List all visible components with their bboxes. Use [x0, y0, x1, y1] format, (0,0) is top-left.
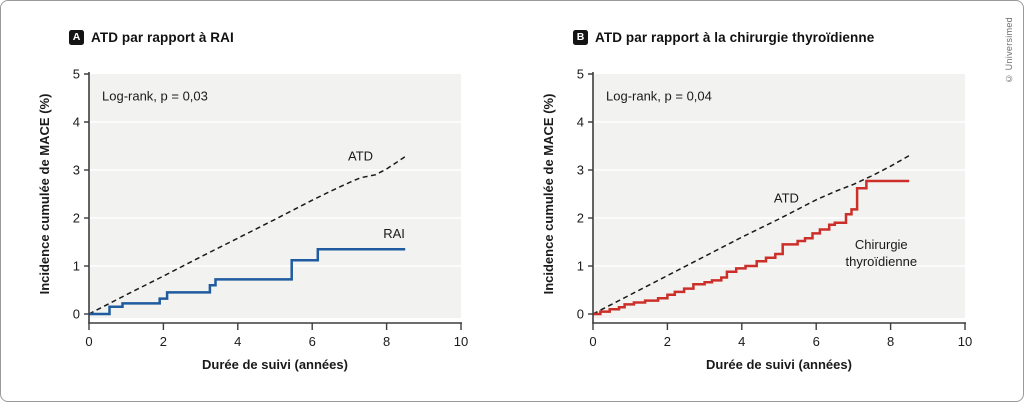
panel-b-title-text: ATD par rapport à la chirurgie thyroïdie… — [595, 30, 875, 45]
series-line-atd — [88, 155, 406, 315]
panel-b-title: B ATD par rapport à la chirurgie thyroïd… — [573, 30, 874, 45]
tick-label-y: 3 — [73, 163, 80, 178]
tick-label-x: 6 — [309, 334, 316, 349]
tick-label-y: 2 — [73, 211, 80, 226]
tick-label-y: 5 — [73, 67, 80, 82]
plot-background — [593, 74, 965, 318]
series-line-atd — [592, 154, 910, 315]
copyright-credit: © Universimed — [1004, 17, 1014, 84]
series-label: ATD — [774, 191, 799, 206]
series-label: Chirurgie — [855, 237, 908, 252]
tick-label-x: 4 — [738, 334, 745, 349]
tick-label-x: 6 — [813, 334, 820, 349]
chart-panel-a: 0 1 2 3 4 5 0 2 4 6 8 10 Log-rank, p = 0,03 Durée de … — [37, 67, 468, 373]
tick-label-y: 3 — [577, 163, 584, 178]
panel-b-badge: B — [573, 30, 588, 45]
tick-label-x: 8 — [383, 334, 390, 349]
tick-label-y: 5 — [577, 67, 584, 82]
series-label: thyroïdienne — [846, 254, 918, 269]
panel-a-title: A ATD par rapport à RAI — [69, 30, 234, 45]
tick-label-x: 2 — [664, 334, 671, 349]
stat-label: Log-rank, p = 0,04 — [606, 88, 712, 103]
tick-label-y: 4 — [577, 115, 584, 130]
series-line-chirurgie-thyro-dienne — [593, 179, 910, 316]
tick-label-x: 10 — [958, 334, 972, 349]
series-label: ATD — [348, 148, 373, 163]
series-label: RAI — [383, 226, 405, 241]
chart-panel-b: 0 1 2 3 4 5 0 2 4 6 8 10 Log-rank, p = 0,04 Durée de … — [541, 67, 972, 373]
tick-label-y: 1 — [577, 259, 584, 274]
tick-label-x: 4 — [234, 334, 241, 349]
tick-label-x: 2 — [160, 334, 167, 349]
tick-label-y: 2 — [577, 211, 584, 226]
series-line-rai — [89, 247, 406, 316]
panel-a-title-text: ATD par rapport à RAI — [91, 30, 234, 45]
panel-a-badge: A — [69, 30, 84, 45]
tick-label-x: 0 — [589, 334, 596, 349]
tick-label-y: 1 — [73, 259, 80, 274]
axis-title-y: Incidence cumulée de MACE (%) — [37, 94, 52, 295]
axis-title-x: Durée de suivi (années) — [202, 357, 348, 372]
axis-title-x: Durée de suivi (années) — [706, 357, 852, 372]
tick-label-y: 4 — [73, 115, 80, 130]
tick-label-y: 0 — [73, 307, 80, 322]
axis-title-y: Incidence cumulée de MACE (%) — [541, 94, 556, 295]
stat-label: Log-rank, p = 0,03 — [102, 88, 208, 103]
tick-label-x: 10 — [454, 334, 468, 349]
tick-label-x: 8 — [887, 334, 894, 349]
tick-label-y: 0 — [577, 307, 584, 322]
plot-background — [89, 74, 461, 318]
tick-label-x: 0 — [85, 334, 92, 349]
